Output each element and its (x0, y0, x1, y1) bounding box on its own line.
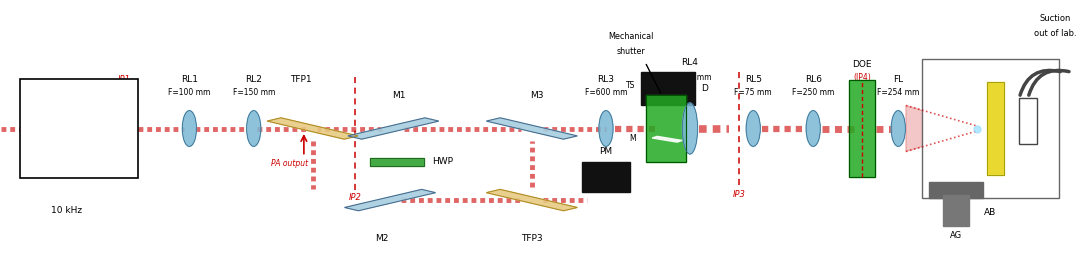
Ellipse shape (682, 103, 698, 154)
Text: 10 kHz: 10 kHz (50, 206, 82, 215)
Text: Mechanical: Mechanical (608, 32, 654, 41)
Bar (268, 118, 358, 139)
Text: RL3: RL3 (597, 76, 615, 85)
Text: F=600 mm: F=600 mm (584, 88, 627, 97)
Bar (348, 118, 439, 139)
Text: DOE: DOE (853, 60, 873, 69)
Text: RL4: RL4 (681, 58, 699, 67)
Bar (929, 182, 983, 198)
Bar (486, 189, 578, 211)
Ellipse shape (806, 111, 820, 146)
Text: PM: PM (600, 147, 613, 156)
Ellipse shape (247, 111, 261, 146)
Text: IP1: IP1 (118, 76, 130, 85)
Bar (268, 118, 358, 139)
Bar (646, 95, 686, 162)
Bar (486, 118, 578, 139)
Text: RL5: RL5 (745, 76, 762, 85)
Text: M3: M3 (531, 91, 544, 100)
Text: F=250 mm: F=250 mm (792, 88, 834, 97)
Text: MA  line3: MA line3 (58, 110, 100, 119)
Bar (21, 79, 138, 178)
Text: FL: FL (893, 76, 903, 85)
Text: out of lab.: out of lab. (1034, 29, 1077, 39)
Bar (986, 82, 1004, 175)
Text: RL2: RL2 (246, 76, 262, 85)
Text: M: M (629, 134, 636, 143)
Text: PI: PI (992, 185, 999, 194)
Text: RL1: RL1 (181, 76, 198, 85)
Bar (646, 95, 686, 162)
Text: PA output: PA output (271, 159, 308, 168)
Text: AG: AG (950, 231, 962, 240)
Text: IP2: IP2 (348, 193, 361, 202)
Text: F=254 mm: F=254 mm (877, 88, 919, 97)
Text: M2: M2 (375, 234, 388, 243)
Bar (345, 189, 436, 211)
Text: M1: M1 (392, 91, 405, 100)
Bar (850, 80, 876, 177)
Polygon shape (906, 105, 976, 152)
Bar (1019, 98, 1036, 144)
Text: GM4: GM4 (69, 141, 90, 150)
Bar (370, 158, 425, 166)
Text: IP3: IP3 (733, 190, 746, 199)
Bar (486, 118, 578, 139)
Text: TFP1: TFP1 (289, 76, 311, 85)
Ellipse shape (182, 111, 197, 146)
Bar (348, 118, 439, 139)
Text: (IP4): (IP4) (854, 73, 871, 82)
Bar (923, 59, 1058, 198)
Bar (486, 189, 578, 211)
Bar (345, 189, 436, 211)
Text: F=75 mm: F=75 mm (735, 88, 772, 97)
Text: F=750 mm: F=750 mm (668, 73, 711, 82)
Bar (986, 82, 1004, 175)
FancyArrowPatch shape (1020, 70, 1060, 95)
Text: shutter: shutter (617, 47, 645, 56)
Text: HWP: HWP (432, 157, 453, 166)
Text: D: D (701, 84, 708, 93)
Text: TS: TS (626, 80, 636, 89)
Ellipse shape (746, 111, 760, 146)
Text: TFP3: TFP3 (521, 234, 543, 243)
Ellipse shape (598, 111, 613, 146)
FancyArrowPatch shape (1029, 70, 1069, 95)
Text: AB: AB (984, 208, 997, 217)
Ellipse shape (891, 111, 905, 146)
Bar (850, 80, 876, 177)
Bar (652, 136, 682, 142)
Text: Suction: Suction (1040, 14, 1071, 23)
Text: RL6: RL6 (805, 76, 821, 85)
Bar (943, 195, 970, 226)
Text: F=100 mm: F=100 mm (168, 88, 211, 97)
Bar (370, 158, 425, 166)
Text: F=150 mm: F=150 mm (233, 88, 275, 97)
Bar (582, 162, 630, 192)
Bar (641, 72, 696, 105)
